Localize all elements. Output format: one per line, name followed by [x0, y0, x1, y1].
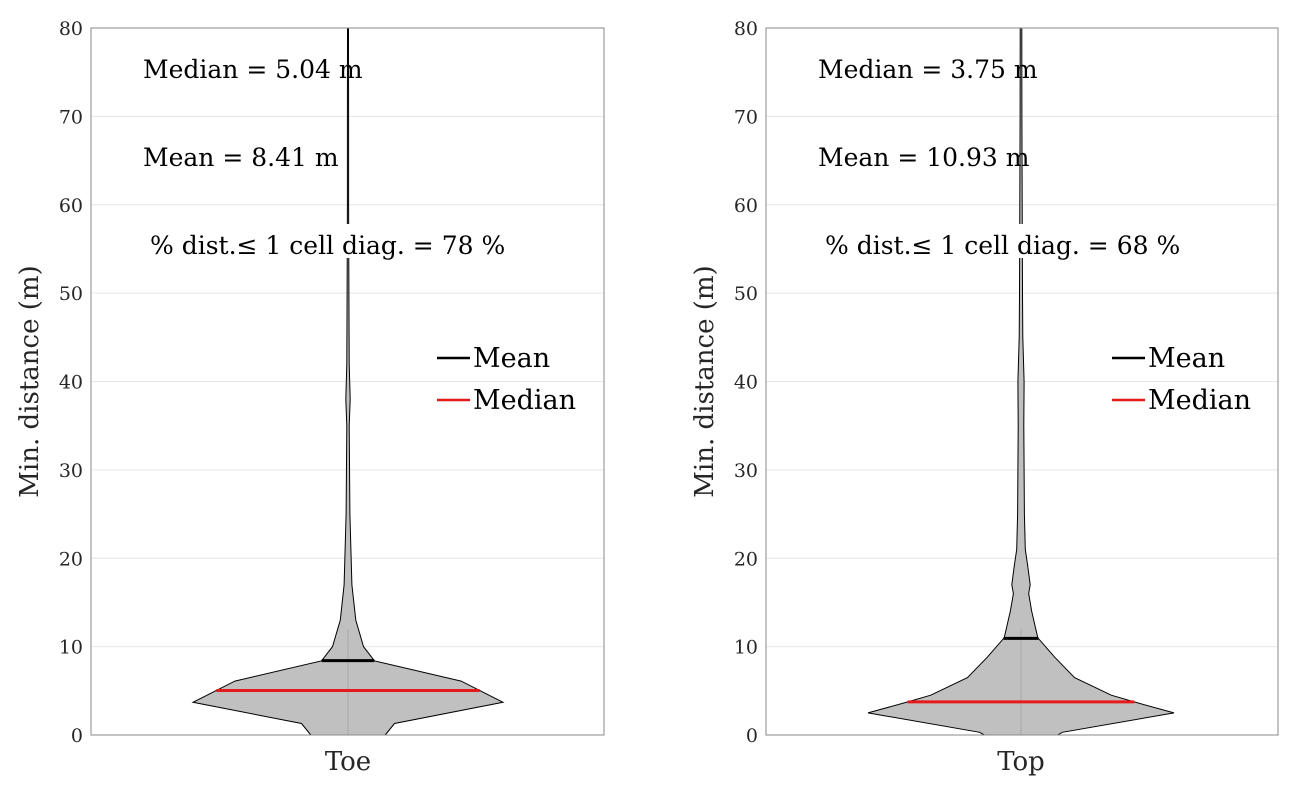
y-tick-label: 20 — [734, 548, 758, 570]
mean-annotation: Mean = 10.93 m — [818, 143, 1030, 172]
legend-label-median: Median — [1148, 385, 1251, 416]
mean-annotation: Mean = 8.41 m — [143, 143, 339, 172]
y-tick-label: 10 — [59, 637, 83, 659]
y-axis-label: Min. distance (m) — [15, 265, 45, 497]
median-annotation: Median = 3.75 m — [818, 55, 1038, 84]
annotation-bg — [148, 224, 501, 258]
median-annotation: Median = 5.04 m — [143, 55, 363, 84]
annotation-bg — [141, 136, 305, 170]
y-axis-label: Min. distance (m) — [690, 265, 720, 497]
x-category-label: Toe — [325, 747, 371, 777]
axes-box — [765, 27, 1279, 736]
y-tick-label: 0 — [746, 725, 758, 747]
legend-label-median: Median — [473, 385, 576, 416]
y-tick-label: 20 — [59, 548, 83, 570]
legend-label-mean: Mean — [473, 343, 550, 374]
y-tick-label: 70 — [59, 106, 83, 128]
legend-label-mean: Mean — [1148, 343, 1225, 374]
y-tick-label: 50 — [734, 283, 758, 305]
annotation-bg — [816, 136, 993, 170]
y-tick-label: 80 — [59, 18, 83, 40]
panel-toe: 0 10 20 30 40 50 60 70 80 Median = 5.04 m Mean = 8… — [15, 18, 605, 777]
y-tick-label: 0 — [71, 725, 83, 747]
y-tick-label: 30 — [59, 460, 83, 482]
y-tick-label: 60 — [734, 195, 758, 217]
y-tick-label: 40 — [734, 372, 758, 394]
panel-top: 0 10 20 30 40 50 60 70 80 Median = 3.75 m Mean = 1… — [690, 18, 1279, 777]
x-category-label: Top — [997, 747, 1045, 777]
y-tick-label: 30 — [734, 460, 758, 482]
annotation-bg — [141, 48, 330, 82]
annotation-bg — [816, 48, 1005, 82]
y-tick-label: 60 — [59, 195, 83, 217]
y-tick-label: 80 — [734, 18, 758, 40]
annotation-bg — [823, 224, 1176, 258]
y-tick-label: 10 — [734, 637, 758, 659]
axes-box — [90, 27, 605, 736]
y-tick-label: 50 — [59, 283, 83, 305]
percent-annotation: % dist.≤ 1 cell diag. = 68 % — [825, 231, 1180, 260]
y-tick-label: 40 — [59, 372, 83, 394]
y-tick-label: 70 — [734, 106, 758, 128]
percent-annotation: % dist.≤ 1 cell diag. = 78 % — [150, 231, 505, 260]
